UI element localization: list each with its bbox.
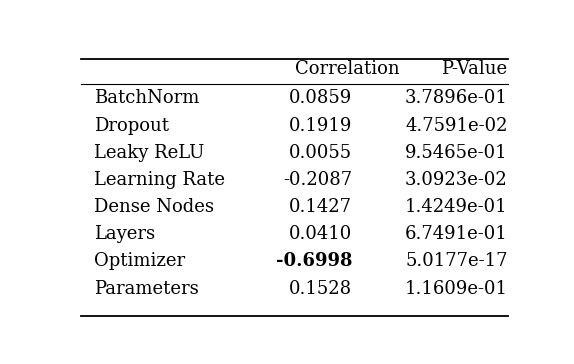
Text: 1.1609e-01: 1.1609e-01 (405, 280, 508, 298)
Text: 1.4249e-01: 1.4249e-01 (405, 198, 508, 216)
Text: Layers: Layers (94, 225, 155, 243)
Text: Dropout: Dropout (94, 116, 169, 135)
Text: Correlation: Correlation (295, 60, 400, 78)
Text: 0.1919: 0.1919 (289, 116, 352, 135)
Text: 9.5465e-01: 9.5465e-01 (405, 144, 508, 162)
Text: BatchNorm: BatchNorm (94, 89, 199, 107)
Text: Learning Rate: Learning Rate (94, 171, 225, 189)
Text: Leaky ReLU: Leaky ReLU (94, 144, 204, 162)
Text: Dense Nodes: Dense Nodes (94, 198, 214, 216)
Text: 3.0923e-02: 3.0923e-02 (405, 171, 508, 189)
Text: 0.1427: 0.1427 (289, 198, 352, 216)
Text: Optimizer: Optimizer (94, 253, 185, 270)
Text: Parameters: Parameters (94, 280, 199, 298)
Text: 0.1528: 0.1528 (289, 280, 352, 298)
Text: P-Value: P-Value (441, 60, 507, 78)
Text: 5.0177e-17: 5.0177e-17 (405, 253, 508, 270)
Text: 6.7491e-01: 6.7491e-01 (405, 225, 508, 243)
Text: 0.0410: 0.0410 (289, 225, 352, 243)
Text: 0.0055: 0.0055 (289, 144, 352, 162)
Text: 4.7591e-02: 4.7591e-02 (405, 116, 508, 135)
Text: -0.6998: -0.6998 (276, 253, 352, 270)
Text: 0.0859: 0.0859 (289, 89, 352, 107)
Text: -0.2087: -0.2087 (283, 171, 352, 189)
Text: 3.7896e-01: 3.7896e-01 (405, 89, 508, 107)
